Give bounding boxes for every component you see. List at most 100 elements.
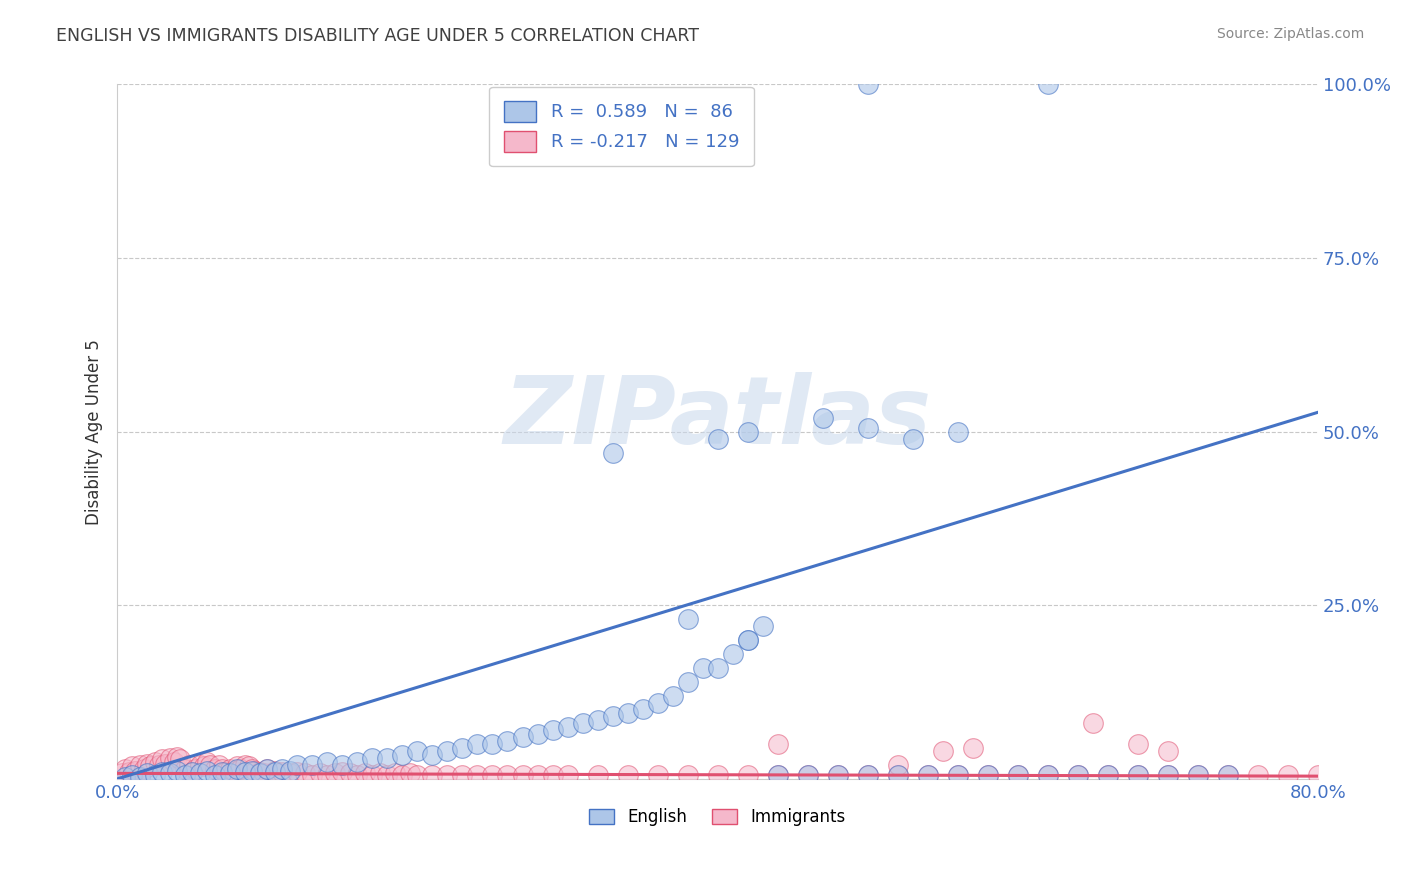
Point [114,762,136,776]
Point [676,674,699,689]
Point [436,744,458,758]
Point [134,762,156,776]
Point [271,762,294,776]
Point [481,737,503,751]
Point [173,762,195,776]
Point [368,766,391,780]
Point [526,727,548,741]
Point [188,758,211,772]
Point [278,766,301,780]
Point [1036,78,1059,92]
Point [1157,768,1180,782]
Point [977,768,1000,782]
Point [1187,768,1209,782]
Point [278,764,301,778]
Point [214,764,236,779]
Point [339,766,361,780]
Point [796,768,818,782]
Point [436,768,458,782]
Point [856,768,879,782]
Text: ENGLISH VS IMMIGRANTS DISABILITY AGE UNDER 5 CORRELATION CHART: ENGLISH VS IMMIGRANTS DISABILITY AGE UND… [56,27,699,45]
Point [962,740,984,755]
Point [118,764,141,779]
Point [1126,768,1149,782]
Point [211,762,233,776]
Point [602,445,624,459]
Point [229,762,252,776]
Point [354,766,377,780]
Point [1097,768,1119,782]
Point [128,770,150,784]
Point [240,762,263,776]
Point [737,425,759,439]
Point [173,768,195,782]
Point [451,768,474,782]
Point [121,768,143,782]
Point [1097,768,1119,782]
Point [188,766,211,780]
Point [256,762,278,776]
Point [496,768,519,782]
Point [811,410,834,425]
Point [195,764,218,778]
Point [616,768,638,782]
Point [1187,768,1209,782]
Point [384,766,406,780]
Point [1157,744,1180,758]
Point [856,421,879,435]
Point [285,764,308,779]
Point [946,768,969,782]
Point [541,768,564,782]
Point [166,749,188,764]
Point [1067,768,1090,782]
Point [676,612,699,626]
Point [399,766,422,780]
Point [377,768,399,782]
Point [323,766,346,780]
Point [827,768,849,782]
Point [586,713,609,727]
Point [332,764,354,779]
Point [249,766,271,780]
Point [1081,716,1104,731]
Point [316,755,339,769]
Point [143,755,166,769]
Point [159,751,181,765]
Point [346,755,368,769]
Point [631,702,654,716]
Point [136,756,159,771]
Point [827,768,849,782]
Point [301,758,323,772]
Point [195,755,218,769]
Point [1007,768,1029,782]
Point [361,751,384,765]
Point [139,759,162,773]
Point [1036,768,1059,782]
Point [557,720,579,734]
Point [226,762,249,776]
Point [233,764,256,779]
Point [1007,768,1029,782]
Point [1277,768,1299,782]
Text: Source: ZipAtlas.com: Source: ZipAtlas.com [1216,27,1364,41]
Point [856,78,879,92]
Point [233,758,256,772]
Point [128,758,150,772]
Point [932,744,955,758]
Y-axis label: Disability Age Under 5: Disability Age Under 5 [86,339,103,524]
Point [586,768,609,782]
Point [271,764,294,779]
Point [1126,737,1149,751]
Point [706,432,728,446]
Point [676,768,699,782]
Point [1216,768,1239,782]
Point [541,723,564,738]
Point [301,768,323,782]
Point [706,768,728,782]
Point [796,768,818,782]
Point [226,759,249,773]
Point [163,755,186,769]
Point [901,432,924,446]
Point [245,764,267,778]
Point [218,762,240,776]
